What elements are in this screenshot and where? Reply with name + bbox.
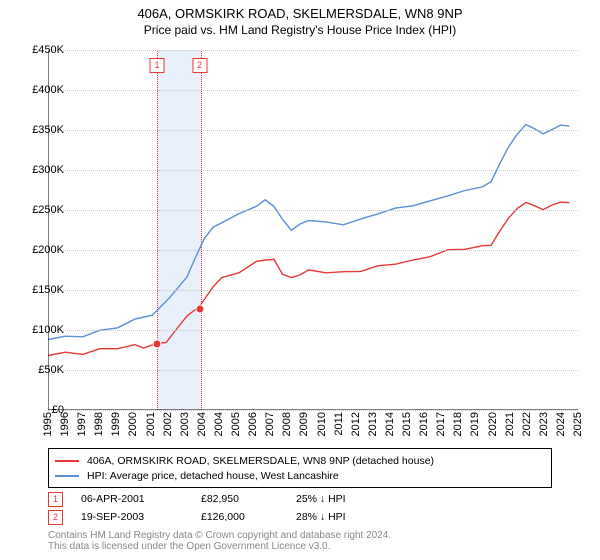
x-tick-label: 2013 <box>367 412 379 436</box>
chart-plot <box>48 50 578 410</box>
sale-point <box>195 305 204 314</box>
series-line <box>48 202 569 355</box>
x-tick-label: 2009 <box>298 412 310 436</box>
x-tick-label: 2023 <box>538 412 550 436</box>
x-tick-label: 2011 <box>333 412 345 436</box>
price-chart: 12 <box>48 50 578 410</box>
x-tick-label: 2020 <box>487 412 499 436</box>
sale-price: £82,950 <box>201 493 296 505</box>
x-tick-label: 1995 <box>42 412 54 436</box>
sales-table: 1 06-APR-2001£82,95025% ↓ HPI 2 19-SEP-2003… <box>48 490 396 526</box>
event-marker: 1 <box>149 58 164 73</box>
x-tick-label: 1996 <box>59 412 71 436</box>
x-tick-label: 2017 <box>435 412 447 436</box>
x-tick-label: 2024 <box>555 412 567 436</box>
x-tick-label: 2003 <box>179 412 191 436</box>
x-tick-label: 2012 <box>350 412 362 436</box>
y-tick-label: £150K <box>20 284 64 296</box>
page-title: 406A, ORMSKIRK ROAD, SKELMERSDALE, WN8 9… <box>0 6 600 21</box>
legend-swatch-hpi <box>55 475 79 477</box>
y-tick-label: £400K <box>20 84 64 96</box>
sale-delta: 25% ↓ HPI <box>296 493 396 505</box>
sale-delta: 28% ↓ HPI <box>296 511 396 523</box>
x-tick-label: 2000 <box>127 412 139 436</box>
y-tick-label: £100K <box>20 324 64 336</box>
x-tick-label: 2016 <box>418 412 430 436</box>
y-tick-label: £450K <box>20 44 64 56</box>
page-subtitle: Price paid vs. HM Land Registry's House … <box>0 23 600 37</box>
x-tick-label: 2007 <box>264 412 276 436</box>
y-tick-label: £200K <box>20 244 64 256</box>
x-tick-label: 2022 <box>521 412 533 436</box>
x-tick-label: 1997 <box>76 412 88 436</box>
x-tick-label: 2014 <box>384 412 396 436</box>
x-tick-label: 2018 <box>452 412 464 436</box>
x-tick-label: 1998 <box>93 412 105 436</box>
sale-row: 2 19-SEP-2003£126,00028% ↓ HPI <box>48 508 396 526</box>
event-marker: 2 <box>192 58 207 73</box>
y-tick-label: £300K <box>20 164 64 176</box>
y-tick-label: £50K <box>20 364 64 376</box>
sale-price: £126,000 <box>201 511 296 523</box>
sale-row: 1 06-APR-2001£82,95025% ↓ HPI <box>48 490 396 508</box>
x-tick-label: 2019 <box>469 412 481 436</box>
footer-line-1: Contains HM Land Registry data © Crown c… <box>48 530 391 541</box>
x-tick-label: 2021 <box>504 412 516 436</box>
footer: Contains HM Land Registry data © Crown c… <box>48 530 391 552</box>
x-tick-label: 2004 <box>213 412 225 436</box>
sale-idx: 2 <box>48 510 63 525</box>
x-tick-label: 2010 <box>316 412 328 436</box>
x-tick-label: 2004 <box>196 412 208 436</box>
sale-date: 06-APR-2001 <box>81 493 201 505</box>
x-tick-label: 1999 <box>110 412 122 436</box>
sale-point <box>152 339 161 348</box>
x-tick-label: 2006 <box>247 412 259 436</box>
x-tick-label: 2015 <box>401 412 413 436</box>
legend-label-paid: 406A, ORMSKIRK ROAD, SKELMERSDALE, WN8 9… <box>87 455 434 467</box>
x-tick-label: 2025 <box>572 412 584 436</box>
x-tick-label: 2008 <box>281 412 293 436</box>
y-tick-label: £350K <box>20 124 64 136</box>
sale-idx: 1 <box>48 492 63 507</box>
x-tick-label: 2005 <box>230 412 242 436</box>
legend-swatch-paid <box>55 460 79 462</box>
x-tick-label: 2001 <box>145 412 157 436</box>
sale-date: 19-SEP-2003 <box>81 511 201 523</box>
y-tick-label: £250K <box>20 204 64 216</box>
legend-label-hpi: HPI: Average price, detached house, West… <box>87 470 339 482</box>
series-line <box>48 125 569 340</box>
x-tick-label: 2002 <box>162 412 174 436</box>
legend: 406A, ORMSKIRK ROAD, SKELMERSDALE, WN8 9… <box>48 448 552 488</box>
footer-line-2: This data is licensed under the Open Gov… <box>48 541 391 552</box>
